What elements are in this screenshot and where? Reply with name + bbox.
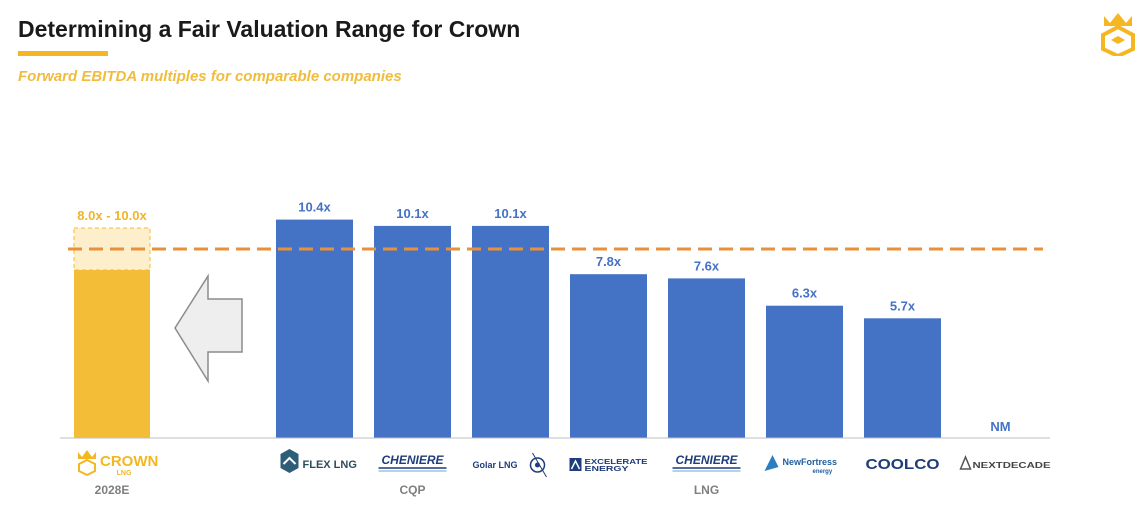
- logo-text: NEXTDECADE: [973, 460, 1051, 470]
- data-label: 7.6x: [694, 258, 720, 273]
- logo-text: FLEX LNG: [303, 459, 357, 471]
- data-label: 10.1x: [396, 206, 429, 221]
- bar-comparable: [374, 225, 451, 438]
- cheniere-logo-icon: CHENIERE: [378, 453, 447, 472]
- bar-comparable: [668, 278, 745, 438]
- category-label-crown: 2028E: [95, 483, 130, 497]
- bar-comparable: [766, 305, 843, 438]
- data-label: 6.3x: [792, 286, 818, 301]
- bar-crown: [74, 270, 150, 438]
- page-subtitle: Forward EBITDA multiples for comparable …: [18, 68, 402, 85]
- data-label-crown: 8.0x - 10.0x: [77, 208, 147, 223]
- left-arrow-icon: [174, 273, 243, 384]
- data-label-nm: NM: [990, 419, 1010, 434]
- crown-logo-name: CROWN: [100, 453, 158, 470]
- category-label: LNG: [694, 483, 719, 497]
- page-title: Determining a Fair Valuation Range for C…: [18, 16, 521, 42]
- golar-lng-logo-icon: Golar LNG: [473, 452, 547, 478]
- new-fortress-energy-logo-icon: NewFortress energy: [764, 455, 838, 475]
- crown-brand-logo-icon: [1101, 13, 1135, 56]
- title-underline: [18, 51, 108, 56]
- data-label: 10.4x: [298, 200, 331, 215]
- logo-text: ENERGY: [585, 464, 629, 473]
- data-label: 5.7x: [890, 298, 916, 313]
- bar-comparable: [472, 225, 549, 438]
- nextdecade-logo-icon: NEXTDECADE: [959, 455, 1051, 470]
- bar-comparable: [276, 219, 353, 438]
- category-label: CQP: [399, 483, 425, 497]
- logo-text: energy: [813, 469, 833, 475]
- cheniere-logo-icon: CHENIERE: [672, 453, 741, 472]
- flex-lng-logo-icon: FLEX LNG: [280, 449, 357, 473]
- logo-text: CHENIERE: [675, 453, 738, 467]
- data-label: 10.1x: [494, 206, 527, 221]
- bar-comparable: [864, 318, 941, 438]
- bar-comparable: [570, 274, 647, 438]
- logo-text: COOLCO: [866, 456, 940, 473]
- logo-text: CHENIERE: [381, 453, 444, 467]
- logo-text: EXCELERATE: [585, 457, 648, 466]
- logo-text: Golar LNG: [473, 460, 518, 470]
- coolco-logo-icon: COOLCO: [866, 456, 940, 473]
- logo-text: NewFortress: [783, 457, 838, 467]
- crown-logo-sub: LNG: [117, 470, 132, 477]
- data-label: 7.8x: [596, 254, 622, 269]
